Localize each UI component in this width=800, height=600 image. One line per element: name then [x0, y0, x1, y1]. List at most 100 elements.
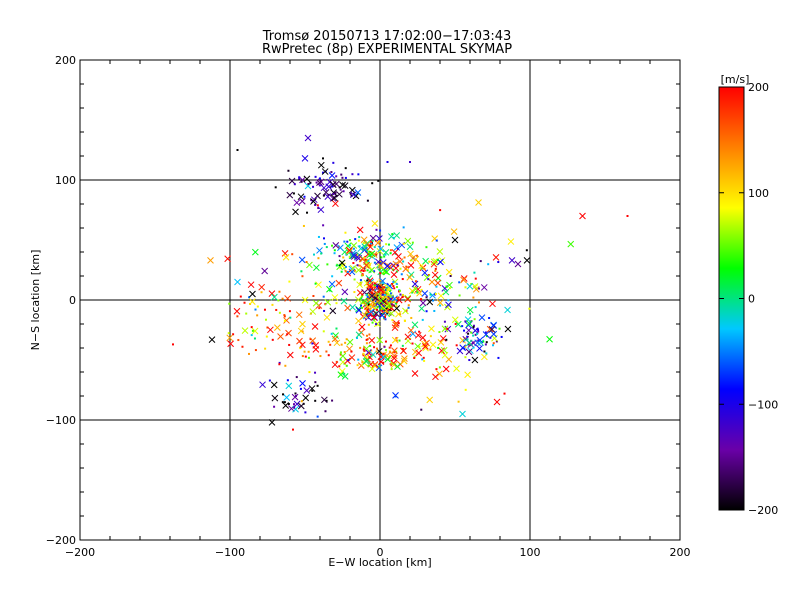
data-point-dot	[429, 293, 432, 296]
data-point-dot	[360, 269, 363, 272]
data-point-cross	[346, 338, 354, 346]
data-point-dot	[389, 292, 392, 295]
data-point-cross	[317, 178, 325, 186]
data-point-cross	[454, 320, 462, 328]
data-point-dot	[399, 293, 402, 296]
data-point-dot	[245, 312, 248, 315]
data-point-dot	[469, 312, 472, 315]
data-point-dot	[358, 245, 361, 248]
data-point-dot	[384, 349, 387, 352]
data-point-dot	[362, 352, 365, 355]
data-point-dot	[498, 327, 501, 330]
data-point-cross	[390, 354, 398, 362]
data-point-cross	[282, 402, 290, 409]
data-point-dot	[411, 291, 414, 294]
data-point-dot	[278, 311, 281, 314]
data-point-dot	[474, 333, 477, 336]
data-point-cross	[546, 335, 553, 343]
data-point-dot	[317, 207, 320, 210]
colorbar-tick-label: −100	[748, 398, 778, 411]
data-point-dot	[352, 247, 355, 250]
data-point-cross	[320, 396, 328, 404]
data-point-dot	[365, 334, 368, 337]
data-point-cross	[303, 175, 311, 183]
data-point-dot	[347, 359, 350, 362]
data-point-dot	[344, 231, 347, 234]
data-point-dot	[342, 256, 345, 259]
data-point-dot	[361, 274, 364, 277]
data-point-cross	[492, 254, 500, 261]
data-point-dot	[390, 283, 393, 286]
data-point-dot	[492, 344, 495, 347]
data-point-dot	[425, 310, 428, 313]
data-point-dot	[360, 304, 363, 307]
data-point-cross	[299, 320, 306, 328]
data-point-dot	[386, 302, 389, 305]
data-point-dot	[369, 242, 372, 245]
data-point-cross	[508, 257, 516, 264]
data-point-dot	[301, 355, 304, 358]
data-point-dot	[401, 344, 404, 347]
data-point-dot	[355, 254, 358, 257]
data-point-cross	[291, 393, 299, 401]
data-point-cross	[368, 250, 376, 258]
data-point-dot	[278, 363, 281, 366]
data-point-dot	[339, 188, 342, 191]
data-point-cross	[268, 419, 276, 426]
data-point-dot	[359, 283, 362, 286]
data-point-dot	[389, 252, 392, 255]
data-point-dot	[382, 282, 385, 285]
data-point-cross	[482, 331, 490, 338]
data-point-dot	[361, 293, 364, 296]
data-point-cross	[331, 294, 339, 301]
data-point-dot	[464, 320, 467, 323]
data-point-cross	[404, 237, 412, 245]
data-point-cross	[241, 327, 249, 334]
data-point-cross	[396, 258, 404, 265]
data-point-dot	[381, 293, 384, 296]
data-point-dot	[316, 384, 319, 387]
data-point-dot	[373, 284, 376, 287]
data-point-cross	[429, 341, 437, 349]
data-point-dot	[331, 244, 334, 247]
data-point-cross	[439, 335, 447, 342]
data-point-dot	[472, 346, 475, 349]
data-point-cross	[428, 325, 435, 333]
data-point-dot	[318, 184, 321, 187]
data-point-cross	[493, 398, 501, 406]
data-point-cross	[392, 392, 399, 399]
data-point-cross	[309, 337, 317, 344]
data-point-cross	[261, 267, 269, 275]
data-point-dot	[283, 315, 286, 318]
data-point-cross	[421, 290, 429, 297]
data-point-cross	[297, 327, 305, 335]
data-point-dot	[360, 306, 363, 309]
data-point-dot	[314, 203, 317, 206]
data-point-dot	[359, 346, 362, 349]
data-point-dot	[383, 293, 386, 296]
data-point-cross	[567, 240, 575, 248]
data-point-dot	[397, 296, 400, 299]
data-point-dot	[366, 279, 369, 282]
data-point-dot	[373, 270, 376, 273]
data-point-dot	[326, 263, 329, 266]
data-point-cross	[490, 330, 498, 338]
data-point-dot	[360, 297, 363, 300]
data-point-cross	[369, 351, 377, 359]
colorbar-label: [m/s]	[721, 73, 750, 86]
data-point-dot	[307, 350, 310, 353]
data-point-cross	[504, 325, 512, 333]
data-point-cross	[274, 324, 281, 331]
data-point-cross	[359, 255, 366, 263]
data-point-dot	[362, 302, 365, 305]
data-point-dot	[380, 262, 383, 265]
data-point-dot	[281, 297, 284, 300]
data-point-dot	[525, 249, 528, 252]
data-point-cross	[304, 134, 312, 142]
data-point-cross	[444, 303, 451, 311]
data-point-dot	[323, 242, 326, 245]
data-point-dot	[497, 261, 500, 264]
data-point-dot	[281, 401, 284, 404]
data-point-dot	[339, 353, 342, 356]
